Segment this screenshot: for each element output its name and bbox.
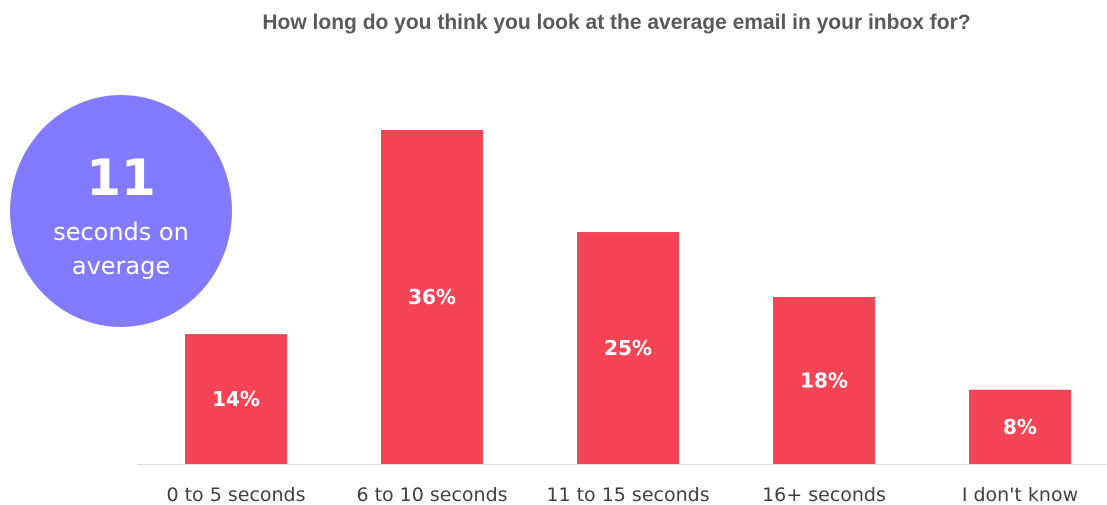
category-label-5: I don't know <box>962 484 1078 505</box>
average-callout: 11 seconds on average <box>10 95 232 327</box>
category-labels-group: 0 to 5 seconds 6 to 10 seconds 11 to 15 se… <box>166 484 1078 505</box>
bars-group <box>185 130 1071 464</box>
data-label-1: 14% <box>212 387 260 411</box>
data-label-3: 25% <box>604 336 652 360</box>
data-label-4: 18% <box>800 369 848 393</box>
bar-3 <box>577 232 679 464</box>
bar-2 <box>381 130 483 464</box>
category-label-1: 0 to 5 seconds <box>166 484 305 505</box>
category-label-2: 6 to 10 seconds <box>356 484 507 505</box>
callout-number: 11 <box>86 149 156 207</box>
bar-5 <box>969 389 1071 464</box>
bar-1 <box>185 334 287 464</box>
bar-4 <box>773 297 875 464</box>
data-label-5: 8% <box>1003 415 1037 439</box>
category-label-4: 16+ seconds <box>762 484 886 505</box>
category-label-3: 11 to 15 seconds <box>546 484 709 505</box>
data-label-2: 36% <box>408 285 456 309</box>
data-labels-group: 14% 36% 25% 18% 8% <box>212 285 1037 439</box>
callout-text: seconds on average <box>53 218 189 280</box>
chart-title: How long do you think you look at the av… <box>262 11 971 34</box>
